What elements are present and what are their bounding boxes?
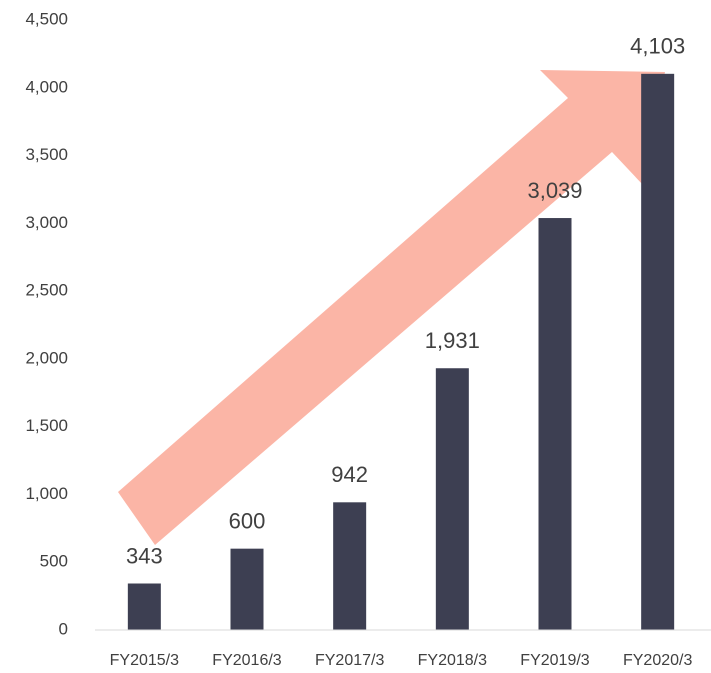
x-tick-label: FY2017/3 <box>315 652 384 669</box>
value-label: 600 <box>229 508 266 533</box>
trend-arrow <box>118 70 665 545</box>
y-tick-label: 4,500 <box>25 9 68 28</box>
y-tick-label: 2,500 <box>25 281 68 300</box>
y-tick-label: 4,000 <box>25 77 68 96</box>
bar <box>230 548 264 630</box>
bar <box>538 218 572 630</box>
y-tick-label: 0 <box>59 619 68 638</box>
x-tick-label: FY2018/3 <box>418 652 487 669</box>
y-tick-label: 500 <box>40 552 68 571</box>
bar <box>641 73 675 630</box>
value-label: 942 <box>331 462 368 487</box>
y-tick-label: 2,000 <box>25 348 68 367</box>
value-label: 4,103 <box>630 34 685 59</box>
y-tick-label: 3,000 <box>25 213 68 232</box>
x-tick-label: FY2020/3 <box>623 652 692 669</box>
bar <box>127 583 161 630</box>
value-label: 3,039 <box>527 178 582 203</box>
y-tick-label: 1,000 <box>25 484 68 503</box>
y-tick-label: 1,500 <box>25 416 68 435</box>
value-label: 1,931 <box>425 328 480 353</box>
x-tick-label: FY2016/3 <box>212 652 281 669</box>
x-tick-label: FY2015/3 <box>110 652 179 669</box>
y-tick-label: 3,500 <box>25 145 68 164</box>
value-label: 343 <box>126 543 163 568</box>
bar <box>435 368 469 630</box>
bar <box>333 502 367 630</box>
x-tick-label: FY2019/3 <box>520 652 589 669</box>
